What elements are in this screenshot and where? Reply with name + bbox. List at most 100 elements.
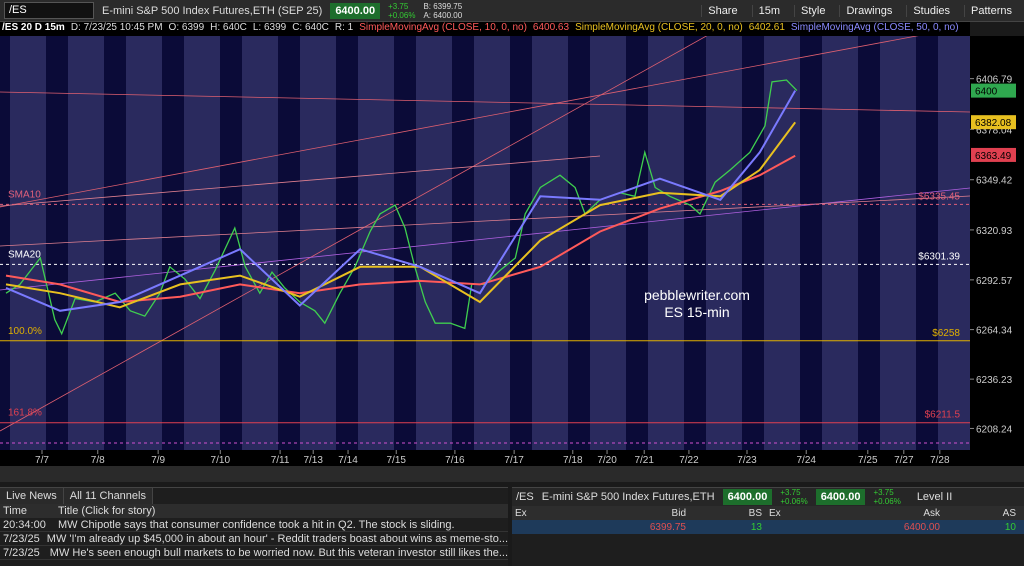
level-tag: SMA20: [8, 249, 41, 260]
session-band: [126, 36, 162, 450]
session-band: [764, 36, 800, 450]
style-button[interactable]: Style: [794, 4, 831, 17]
symbol-input[interactable]: /ES: [4, 2, 94, 19]
price-badge: [971, 147, 1016, 162]
y-tick-label: 6236.23: [976, 375, 1013, 386]
drawings-button[interactable]: Drawings: [839, 4, 898, 17]
news-rows: 20:34:00 MW Chipotle says that consumer c…: [0, 518, 508, 560]
x-tick-label: 7/23: [737, 455, 757, 466]
x-tick-label: 7/16: [445, 455, 465, 466]
chart-symbol: /ES 20 D 15m: [2, 22, 65, 33]
tab[interactable]: Live News: [0, 488, 64, 504]
change-pct: +0.06%: [780, 497, 808, 506]
change-pct: +0.06%: [873, 497, 901, 506]
news-time: 20:34:00: [3, 518, 46, 531]
last-price: 6400.00: [815, 489, 866, 505]
level2-row: 6399.75 13 6400.00 10: [512, 520, 1024, 534]
column-header: AS: [1002, 507, 1016, 519]
level2-panel: /ES E-mini S&P 500 Index Futures,ETH 640…: [512, 487, 1024, 566]
change-value: +3.75: [388, 1, 409, 11]
ask-size: 10: [1004, 521, 1016, 533]
bid: B: 6399.75: [423, 1, 463, 11]
column-header: Ex: [769, 507, 781, 519]
bar-close: C: 640C: [292, 22, 329, 33]
x-tick-label: 7/20: [597, 455, 617, 466]
series-line: [5, 90, 797, 312]
level-tag: 100.0%: [8, 326, 42, 337]
x-tick-label: 7/24: [797, 455, 817, 466]
x-tick-label: 7/7: [35, 455, 49, 466]
bar-low: L: 6399: [252, 22, 287, 33]
timeframe-button[interactable]: 15m: [751, 4, 786, 17]
column-header: BS: [748, 507, 762, 519]
change-value: +3.75: [780, 488, 801, 497]
panel-title: Level II: [916, 491, 953, 503]
studies-button[interactable]: Studies: [906, 4, 956, 17]
x-tick-label: 7/22: [679, 455, 699, 466]
session-band: [242, 36, 278, 450]
bid-ask: B: 6399.75 A: 6400.00: [423, 2, 462, 20]
series-line: [5, 79, 798, 336]
level-label: $6211.5: [925, 410, 961, 421]
bid: 6399.75: [649, 521, 686, 533]
news-row[interactable]: 7/23/25 MW He's seen enough bull markets …: [0, 546, 508, 560]
change: +3.75 +0.06%: [780, 488, 807, 506]
chart: 6208.24 6236.23 6264.34 6292.57 6320.93 6349.…: [0, 36, 1024, 481]
description: E-mini S&P 500 Index Futures,ETH: [541, 491, 715, 503]
watermark: pebblewriter.com: [644, 287, 750, 303]
price-axis: [970, 36, 1024, 466]
session-band: [10, 36, 46, 450]
change: +3.75 +0.06%: [873, 488, 900, 506]
bar-date: D: 7/23/25 10:45 PM: [70, 22, 163, 33]
news-time: 7/23/25: [3, 546, 40, 559]
price-badge-label: 6400: [975, 87, 998, 98]
news-title: MW Chipotle says that consumer confidenc…: [58, 518, 455, 531]
ask: 6400.00: [903, 521, 940, 533]
bar-open: O: 6399: [168, 22, 205, 33]
column-header: Ex: [515, 507, 527, 519]
news-time: 7/23/25: [3, 532, 40, 545]
session-band: [706, 36, 742, 450]
news-panel: Live News All 11 Channels Time Title (Clic…: [0, 487, 508, 566]
time-axis: [0, 450, 970, 466]
x-tick-label: 7/21: [634, 455, 654, 466]
column-header: Bid: [671, 507, 686, 519]
x-tick-label: 7/13: [303, 455, 323, 466]
watermark: ES 15-min: [664, 304, 729, 320]
ask: A: 6400.00: [423, 10, 463, 20]
y-tick-label: 6208.24: [976, 424, 1013, 435]
trendline: [0, 36, 919, 208]
column-header: Ask: [923, 507, 940, 519]
symbol: /ES: [516, 491, 534, 503]
x-tick-label: 7/14: [338, 455, 358, 466]
session-band: [184, 36, 220, 450]
news-row[interactable]: 20:34:00 MW Chipotle says that consumer c…: [0, 518, 508, 532]
x-tick-label: 7/9: [151, 455, 165, 466]
trendline: [0, 91, 971, 113]
column-header: Time: [3, 505, 28, 517]
x-tick-label: 7/17: [504, 455, 524, 466]
study-label: SimpleMovingAvg (CLOSE, 20, 0, no): [575, 22, 743, 33]
column-header: Title (Click for story): [58, 505, 156, 517]
session-band: [358, 36, 394, 450]
trendline: [0, 195, 971, 247]
bar-high: H: 640C: [210, 22, 247, 33]
x-tick-label: 7/11: [271, 455, 290, 466]
tab[interactable]: All 11 Channels: [63, 488, 153, 504]
y-tick-label: 6406.79: [976, 75, 1013, 86]
bar-range: R: 1: [334, 22, 354, 33]
news-title: MW 'I'm already up $45,000 in about an h…: [46, 532, 508, 545]
x-tick-label: 7/8: [91, 455, 105, 466]
news-row[interactable]: 7/23/25 MW 'I'm already up $45,000 in abo…: [0, 532, 508, 546]
x-tick-label: 7/28: [930, 455, 950, 466]
y-tick-label: 6378.04: [976, 125, 1013, 136]
change-pct: +0.06%: [388, 10, 416, 20]
patterns-button[interactable]: Patterns: [964, 4, 1018, 17]
level-label: $6301.39: [918, 251, 960, 262]
share-button[interactable]: Share: [701, 4, 743, 17]
session-band: [880, 36, 916, 450]
bid-size: 13: [750, 521, 762, 533]
price-badge-label: 6363.49: [975, 151, 1012, 162]
x-tick-label: 7/15: [387, 455, 407, 466]
price-badge: [971, 83, 1016, 98]
